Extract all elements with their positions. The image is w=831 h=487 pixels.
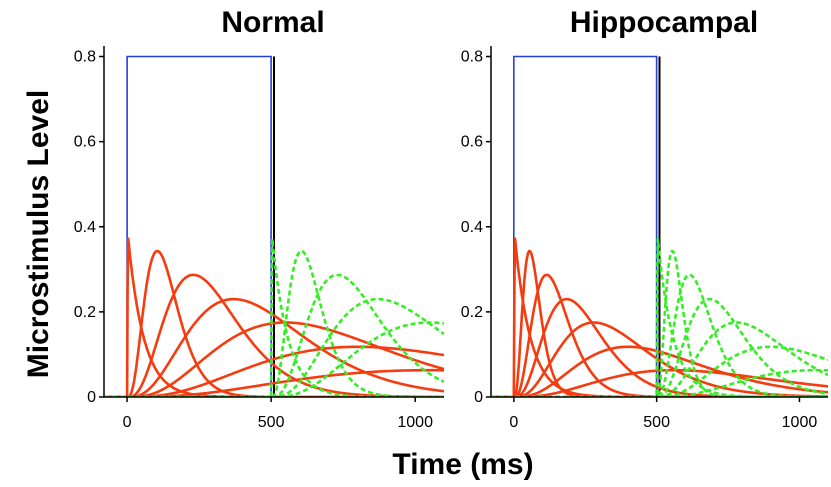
x-axis-label: Time (ms) <box>392 448 533 481</box>
y-tick-label: 0 <box>87 389 96 406</box>
y-tick-label: 0 <box>474 389 483 406</box>
y-tick-label: 0.2 <box>461 304 483 321</box>
y-axis-label: Microstimulus Level <box>22 90 55 378</box>
stimulus-microstimulus-5 <box>104 321 444 397</box>
series-layer <box>104 55 444 397</box>
plot-area-normal: 0 0.2 0.4 0.6 0.8 0 500 1000 <box>74 46 444 431</box>
x-tick-label: 0 <box>123 414 132 431</box>
stimulus-microstimulus-2 <box>491 249 828 397</box>
panel-title-normal: Normal <box>221 6 324 39</box>
reward-microstimulus-7 <box>491 368 828 397</box>
stimulus-microstimulus-6 <box>491 345 828 397</box>
stimulus-trace <box>104 55 444 397</box>
stimulus-microstimulus-4 <box>104 297 444 397</box>
stimulus-microstimulus-1 <box>491 237 828 397</box>
x-tick-label: 1000 <box>782 414 818 431</box>
series-layer <box>491 55 828 397</box>
panel-normal: Normal 0 0.2 0.4 0.6 0.8 0 500 1000 <box>74 6 444 431</box>
y-tick-label: 0.8 <box>74 49 96 66</box>
y-tick-label: 0.4 <box>461 219 483 236</box>
panel-title-hippocampal: Hippocampal <box>570 6 758 39</box>
reward-microstimulus-4 <box>104 297 444 397</box>
y-tick-label: 0.4 <box>74 219 96 236</box>
y-tick-label: 0.6 <box>74 134 96 151</box>
y-tick-label: 0.8 <box>461 49 483 66</box>
x-tick-label: 500 <box>643 414 670 431</box>
stimulus-trace <box>491 55 828 397</box>
x-tick-label: 500 <box>258 414 285 431</box>
x-tick-label: 1000 <box>397 414 433 431</box>
panel-hippocampal: Hippocampal 0 0.2 0.4 0.6 0.8 0 500 1000 <box>461 6 828 431</box>
x-tick-label: 0 <box>509 414 518 431</box>
y-tick-label: 0.6 <box>461 134 483 151</box>
y-tick-label: 0.2 <box>74 304 96 321</box>
stimulus-microstimulus-7 <box>491 368 828 397</box>
plot-area-hippocampal: 0 0.2 0.4 0.6 0.8 0 500 1000 <box>461 46 828 431</box>
